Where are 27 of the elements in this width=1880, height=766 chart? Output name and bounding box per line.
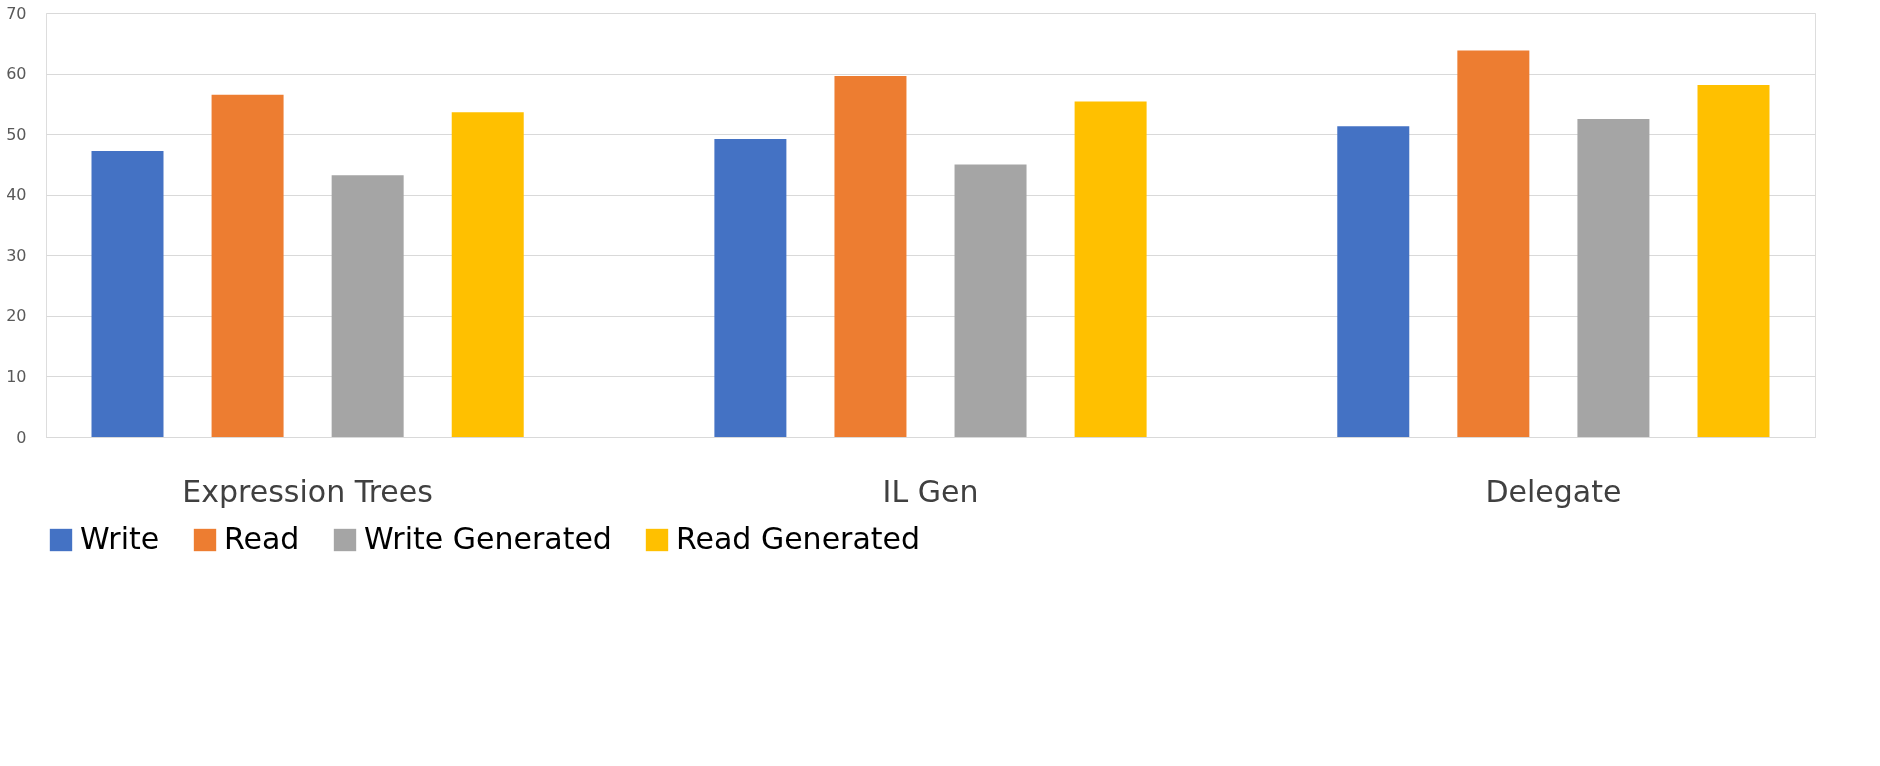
- x-tick-label: IL Gen: [882, 473, 979, 509]
- y-tick-label: 60: [6, 64, 27, 84]
- y-tick-label: 20: [6, 306, 27, 326]
- bar: [834, 75, 907, 437]
- y-tick-label: 0: [16, 427, 27, 447]
- bar: [331, 175, 404, 437]
- legend-label: Write: [80, 521, 160, 556]
- y-tick-label: 50: [6, 124, 27, 144]
- legend-label: Read Generated: [676, 521, 921, 556]
- bar: [211, 94, 284, 437]
- legend-label: Read: [224, 521, 300, 556]
- x-tick-label: Delegate: [1485, 473, 1622, 509]
- y-tick-label: 70: [6, 3, 27, 23]
- bar: [451, 112, 524, 437]
- bar: [714, 138, 787, 437]
- bar: [954, 164, 1027, 437]
- x-tick-label: Expression Trees: [182, 473, 433, 509]
- y-tick-label: 40: [6, 185, 27, 205]
- bar: [1074, 101, 1147, 437]
- legend-label: Write Generated: [364, 521, 612, 556]
- bar: [1337, 126, 1410, 437]
- bar: [1577, 119, 1650, 437]
- y-tick-label: 10: [6, 366, 27, 386]
- y-tick-label: 30: [6, 245, 27, 265]
- bar: [1697, 85, 1770, 437]
- bar: [91, 151, 164, 437]
- bar: [1457, 50, 1530, 437]
